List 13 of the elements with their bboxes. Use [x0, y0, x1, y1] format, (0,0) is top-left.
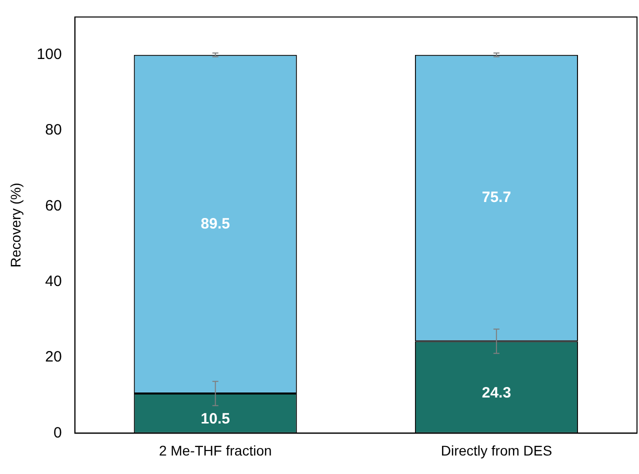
data-label: 89.5 — [200, 215, 230, 232]
y-tick-label: 40 — [45, 272, 62, 290]
data-label: 75.7 — [482, 189, 512, 206]
y-axis-title: Recovery (%) — [7, 182, 24, 268]
data-label: 10.5 — [200, 410, 230, 428]
data-label: 24.3 — [482, 384, 512, 402]
y-tick-label: 0 — [53, 424, 62, 442]
x-tick-label: Directly from DES — [440, 442, 552, 458]
y-tick-label: 20 — [45, 348, 62, 366]
y-tick-label: 60 — [45, 197, 62, 214]
y-tick-label: 100 — [36, 46, 62, 63]
y-tick-label: 80 — [45, 122, 62, 139]
x-tick-label: 2 Me-THF fraction — [158, 442, 272, 458]
